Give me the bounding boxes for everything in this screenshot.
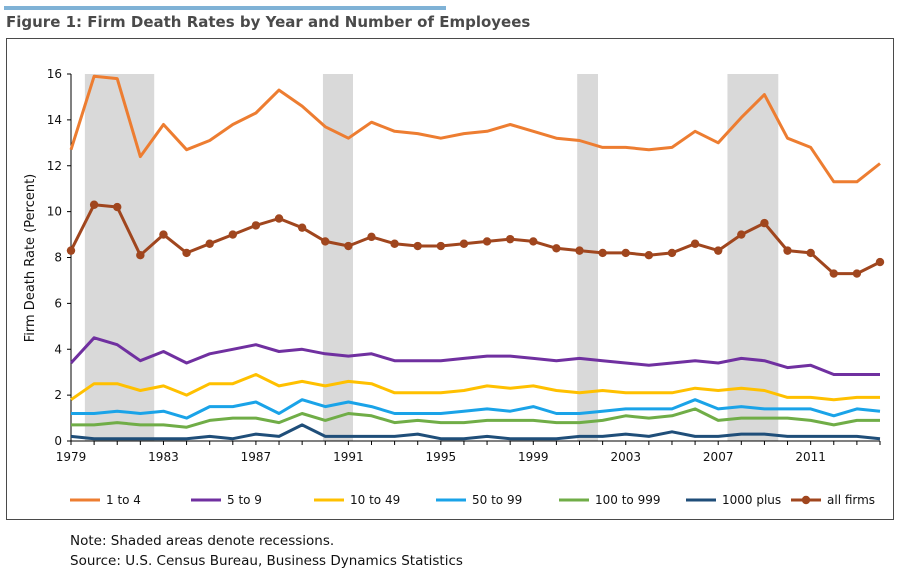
y-tick-label: 4 — [54, 342, 62, 356]
data-point-all-firms — [66, 246, 76, 255]
series-line-10-to-49 — [70, 373, 880, 402]
series-line-5-to-9 — [69, 336, 880, 376]
data-point-all-firms — [621, 248, 630, 258]
recession-note: Note: Shaded areas denote recessions. — [70, 533, 335, 549]
data-point-all-firms — [182, 248, 191, 258]
data-point-all-firms — [136, 251, 145, 260]
x-tick-label: 1995 — [426, 450, 457, 464]
legend-label: all firms — [827, 493, 875, 507]
data-point-all-firms — [598, 248, 607, 258]
data-point-all-firms — [575, 246, 584, 255]
data-point-all-firms — [482, 237, 492, 246]
x-tick-label: 2003 — [610, 450, 641, 464]
data-point-all-firms — [690, 239, 700, 248]
data-point-all-firms — [413, 241, 422, 251]
x-tick-label: 2007 — [703, 450, 734, 464]
data-point-all-firms — [505, 234, 515, 244]
data-point-all-firms — [113, 202, 122, 212]
legend-label: 1000 plus — [722, 493, 781, 507]
data-point-all-firms — [714, 246, 723, 255]
data-point-all-firms — [459, 239, 469, 248]
recession-bands — [84, 74, 779, 441]
y-tick-label: 10 — [47, 205, 62, 219]
legend-label: 1 to 4 — [106, 493, 141, 507]
data-point-all-firms — [875, 257, 885, 267]
y-tick-label: 2 — [54, 388, 62, 402]
data-point-all-firms — [737, 230, 746, 239]
data-point-all-firms — [89, 200, 99, 209]
data-point-all-firms — [760, 218, 769, 228]
legend-label: 5 to 9 — [227, 493, 262, 507]
data-point-all-firms — [344, 241, 353, 251]
series-line-50-to-99 — [71, 398, 881, 420]
x-tick-label: 1999 — [518, 450, 549, 464]
data-point-all-firms — [297, 223, 307, 232]
legend-marker — [801, 495, 811, 505]
x-tick-label: 1987 — [241, 450, 272, 464]
legend-label: 50 to 99 — [472, 493, 522, 507]
data-point-all-firms — [644, 251, 654, 260]
recession-band — [727, 74, 779, 441]
data-point-all-firms — [159, 230, 168, 239]
data-point-all-firms — [667, 248, 677, 258]
y-tick-label: 12 — [47, 159, 62, 173]
source-note: Source: U.S. Census Bureau, Business Dyn… — [70, 553, 463, 569]
x-tick-label: 2011 — [795, 450, 826, 464]
data-point-all-firms — [274, 214, 284, 223]
series-lines — [66, 74, 885, 441]
series-line-1000-plus — [70, 423, 881, 441]
data-point-all-firms — [390, 239, 399, 248]
legend-item-10-to-49: 10 to 49 — [314, 493, 400, 507]
data-point-all-firms — [552, 244, 561, 253]
legend-item-50-to-99: 50 to 99 — [436, 493, 522, 507]
legend-item-all-firms: all firms — [791, 493, 875, 507]
data-point-all-firms — [321, 237, 330, 246]
y-tick-label: 0 — [54, 434, 62, 448]
data-point-all-firms — [806, 248, 815, 258]
x-tick-label: 1979 — [56, 450, 87, 464]
data-point-all-firms — [783, 246, 792, 255]
legend: 1 to 4 5 to 9 10 to 49 50 to 99 100 to 999 10… — [70, 493, 875, 507]
data-point-all-firms — [205, 239, 214, 248]
y-tick-label: 8 — [54, 251, 62, 265]
data-point-all-firms — [228, 230, 237, 239]
x-tick-label: 1991 — [333, 450, 364, 464]
y-tick-label: 14 — [47, 113, 62, 127]
legend-item-100-to-999: 100 to 999 — [559, 493, 660, 507]
recession-band — [577, 74, 599, 441]
legend-item-1000-plus: 1000 plus — [686, 493, 781, 507]
data-point-all-firms — [829, 269, 838, 278]
legend-label: 10 to 49 — [350, 493, 400, 507]
recession-band — [322, 74, 353, 441]
figure-title: Figure 1: Firm Death Rates by Year and N… — [6, 13, 531, 31]
legend-item-1-to-4: 1 to 4 — [70, 493, 141, 507]
y-tick-label: 6 — [54, 296, 62, 310]
data-point-all-firms — [251, 221, 261, 230]
title-accent-rule — [4, 6, 446, 10]
legend-label: 100 to 999 — [595, 493, 660, 507]
data-point-all-firms — [367, 232, 376, 242]
series-line-100-to-999 — [71, 407, 880, 429]
y-axis-label: Firm Death Rate (Percent) — [23, 174, 38, 343]
chart-frame — [6, 38, 894, 520]
legend-item-5-to-9: 5 to 9 — [191, 493, 262, 507]
axes: 0 2 4 6 8 10 12 14 16 1979 1983 1987 1991 1995 1999 200… — [47, 67, 881, 464]
y-tick-label: 16 — [47, 67, 62, 81]
data-point-all-firms — [852, 269, 862, 278]
series-line-1-to-4 — [69, 74, 881, 184]
data-point-all-firms — [529, 237, 538, 246]
data-point-all-firms — [436, 241, 446, 251]
x-tick-label: 1983 — [148, 450, 179, 464]
